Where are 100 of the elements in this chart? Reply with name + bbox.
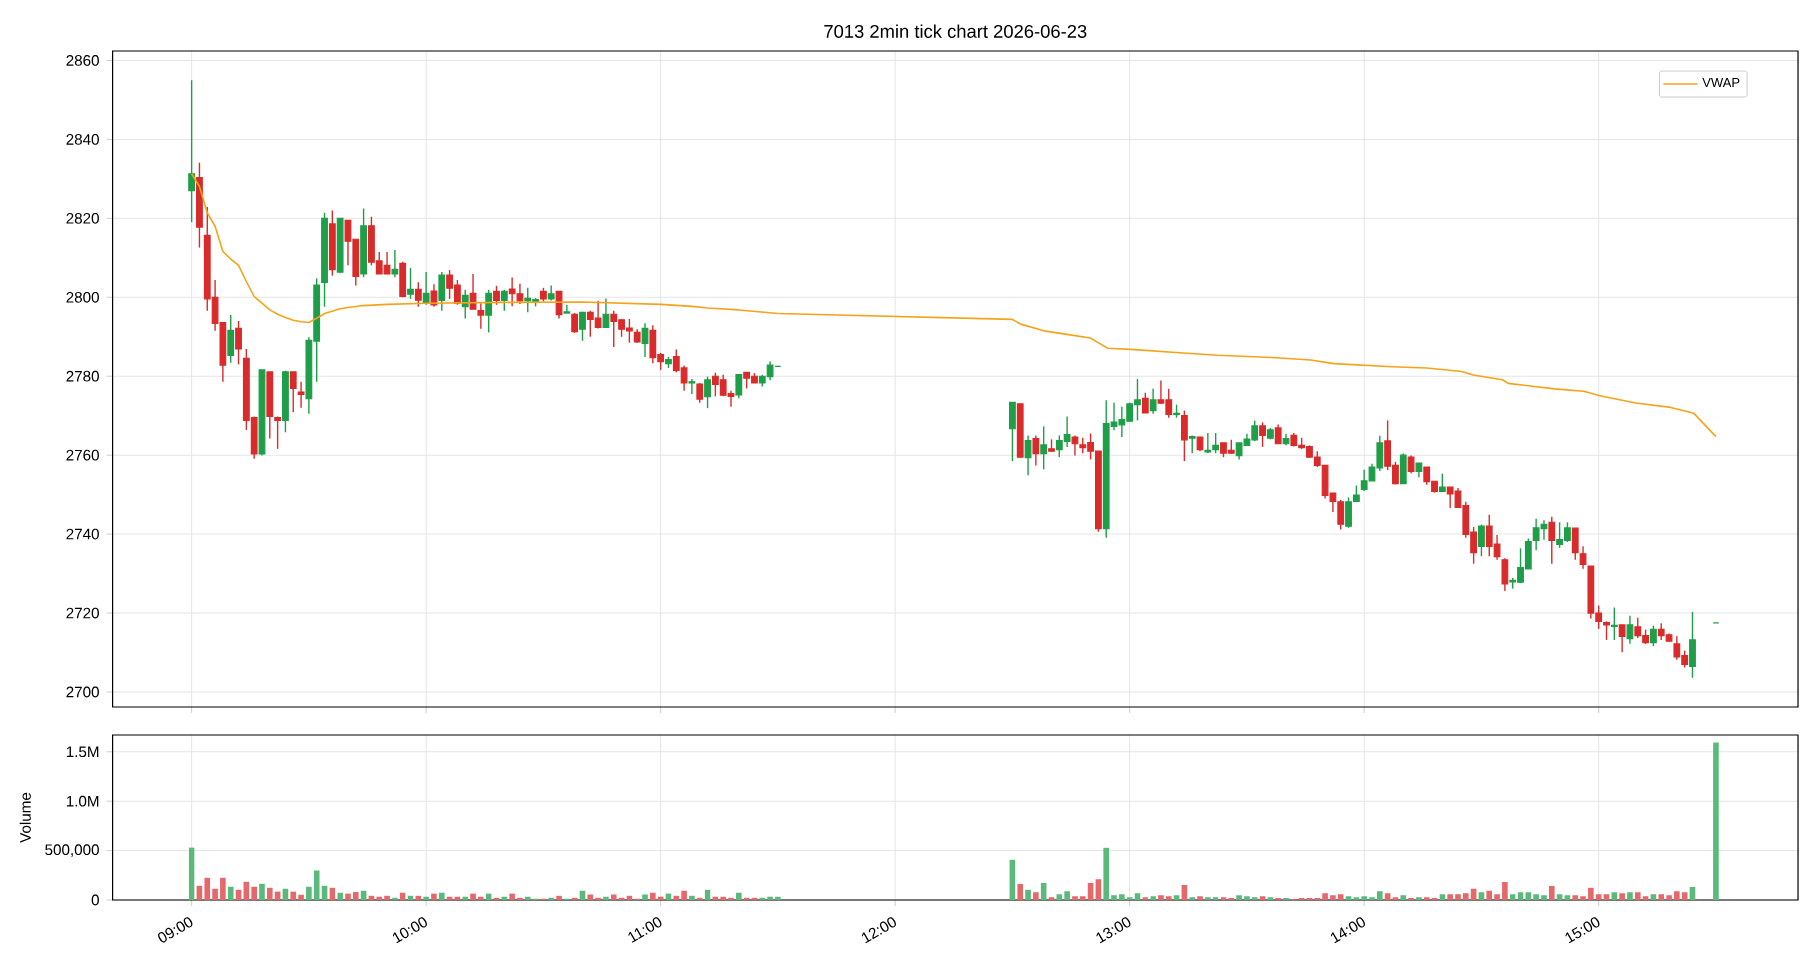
bar (1158, 895, 1164, 900)
candlestick (579, 311, 586, 342)
bar (470, 893, 476, 900)
bar (1126, 897, 1133, 900)
bar (1150, 896, 1156, 900)
bar (1548, 885, 1555, 900)
bar (220, 877, 226, 900)
bar (610, 894, 617, 900)
candlestick (493, 285, 500, 306)
bar (1048, 897, 1055, 900)
bar (1330, 895, 1336, 900)
bar (1220, 897, 1227, 900)
candlestick (485, 289, 493, 334)
bar (1416, 897, 1422, 900)
candlestick (289, 371, 297, 413)
bar (1119, 894, 1125, 900)
bar (595, 897, 601, 900)
bar (1236, 895, 1242, 900)
bar (1595, 894, 1602, 900)
bar (1337, 894, 1344, 900)
bar (587, 894, 594, 900)
bar (227, 886, 234, 900)
bar (1033, 892, 1039, 900)
y-tick-label: 2700 (66, 686, 99, 698)
bar (1322, 893, 1328, 900)
candlestick (1040, 425, 1048, 471)
bar (1353, 897, 1360, 900)
chart-title: 7013 2min tick chart 2026-06-23 (824, 24, 1087, 38)
candlestick (1548, 516, 1556, 565)
bar (509, 893, 515, 900)
bar (376, 896, 383, 900)
bar (345, 893, 351, 900)
bar (1142, 897, 1149, 900)
candlestick (500, 289, 508, 312)
candlestick (274, 415, 282, 450)
bar (212, 888, 218, 900)
bar (1189, 897, 1196, 900)
bar (1377, 891, 1383, 900)
bar (759, 897, 766, 900)
bar (423, 896, 429, 900)
bar (1494, 894, 1500, 900)
bar (1502, 882, 1508, 900)
bar (1478, 892, 1485, 900)
bar (517, 897, 523, 900)
y-tick-label: 2780 (66, 370, 99, 382)
bar (462, 896, 469, 900)
candlestick (414, 281, 422, 308)
bar (720, 896, 726, 900)
candlestick (1603, 620, 1610, 641)
candlestick (391, 249, 399, 278)
candlestick (1274, 423, 1282, 445)
candlestick (1478, 523, 1485, 557)
bar (1455, 894, 1461, 900)
bar (384, 895, 390, 900)
bar (1251, 897, 1258, 900)
bar (1439, 894, 1446, 900)
y-axis-title: Volume (19, 792, 31, 843)
bar (438, 892, 445, 900)
y-tick-label: 2720 (66, 607, 99, 619)
bar (1627, 892, 1633, 900)
candlestick (297, 381, 305, 409)
bar (1361, 896, 1367, 900)
y-tick-label: 2760 (66, 449, 99, 461)
bar (1517, 892, 1524, 900)
candlestick (407, 267, 414, 300)
bar (1165, 896, 1172, 900)
bar (1541, 895, 1547, 900)
candlestick (1212, 432, 1220, 454)
bar (1681, 892, 1688, 900)
y-tick-label: 500,000 (45, 844, 99, 857)
candlestick (1071, 434, 1079, 457)
bar (1079, 896, 1086, 900)
candlestick (735, 373, 743, 400)
candlestick (602, 297, 610, 328)
bar (524, 896, 531, 900)
bar (251, 886, 257, 900)
bar (1017, 883, 1024, 900)
bar (1103, 847, 1110, 900)
bar (1642, 896, 1649, 900)
bar (352, 892, 359, 900)
candlestick (477, 302, 485, 330)
bar (1619, 893, 1625, 900)
bar (728, 897, 734, 900)
bar (1603, 894, 1610, 900)
y-tick-label: 1.0M (66, 795, 99, 807)
bar (1423, 897, 1430, 900)
bar (501, 896, 508, 900)
bar (1095, 879, 1102, 900)
bar (1244, 896, 1250, 900)
bar (1580, 896, 1586, 900)
y-tick-label: 2800 (66, 291, 99, 303)
bar (1713, 742, 1719, 900)
bar (204, 877, 211, 900)
candlestick (688, 378, 696, 395)
candlestick (1626, 615, 1634, 645)
bar (1259, 896, 1266, 900)
candlestick (469, 273, 477, 310)
bar (650, 892, 656, 900)
bar (1111, 895, 1117, 900)
bar (603, 896, 609, 900)
